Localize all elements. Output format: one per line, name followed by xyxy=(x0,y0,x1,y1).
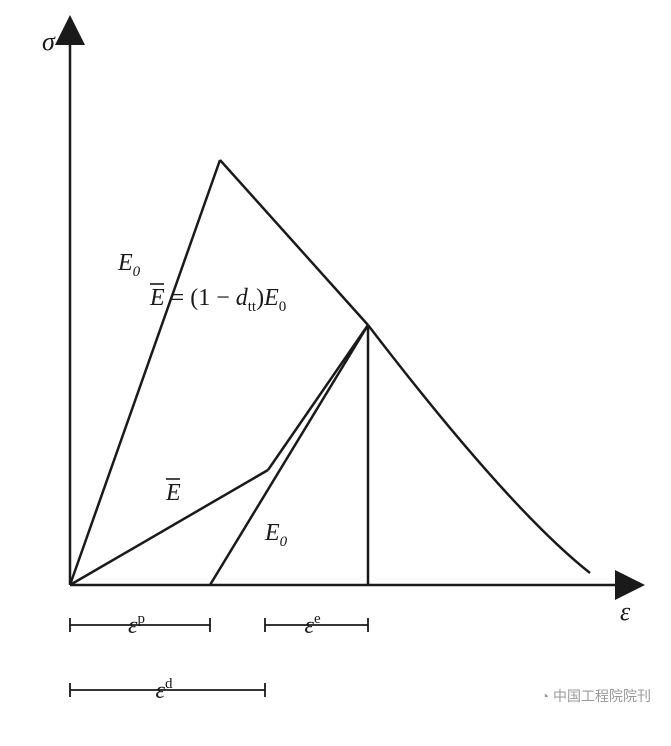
ebar-lower-label: E xyxy=(165,480,181,506)
epsilon-label: ε xyxy=(620,597,631,626)
loading-line xyxy=(70,160,220,585)
watermark-text: ◔ 中国工程院院刊 xyxy=(541,686,651,706)
e0-lower-label: E0 xyxy=(264,520,288,550)
eps-p-label: εp xyxy=(128,611,145,639)
eps-d-label: εd xyxy=(156,676,173,704)
watermark-icon: ◔ xyxy=(541,688,553,704)
watermark-label: 中国工程院院刊 xyxy=(553,688,651,704)
e0-unload-line xyxy=(210,325,368,585)
softening-curve xyxy=(368,325,590,573)
e0-upper-label: E0 xyxy=(117,250,141,280)
ebar-line-2 xyxy=(268,325,368,470)
stress-strain-diagram: σ ε E0 E = (1 − dtt)E0 E E0 εp εe εd ◔ 中国工程院院刊 xyxy=(0,0,671,746)
ebar-formula-label: E = (1 − dtt)E0 xyxy=(149,285,286,315)
diagram-svg: σ ε E0 E = (1 − dtt)E0 E E0 εp εe εd xyxy=(0,0,671,746)
sigma-label: σ xyxy=(42,27,56,56)
eps-e-label: εe xyxy=(305,611,321,639)
